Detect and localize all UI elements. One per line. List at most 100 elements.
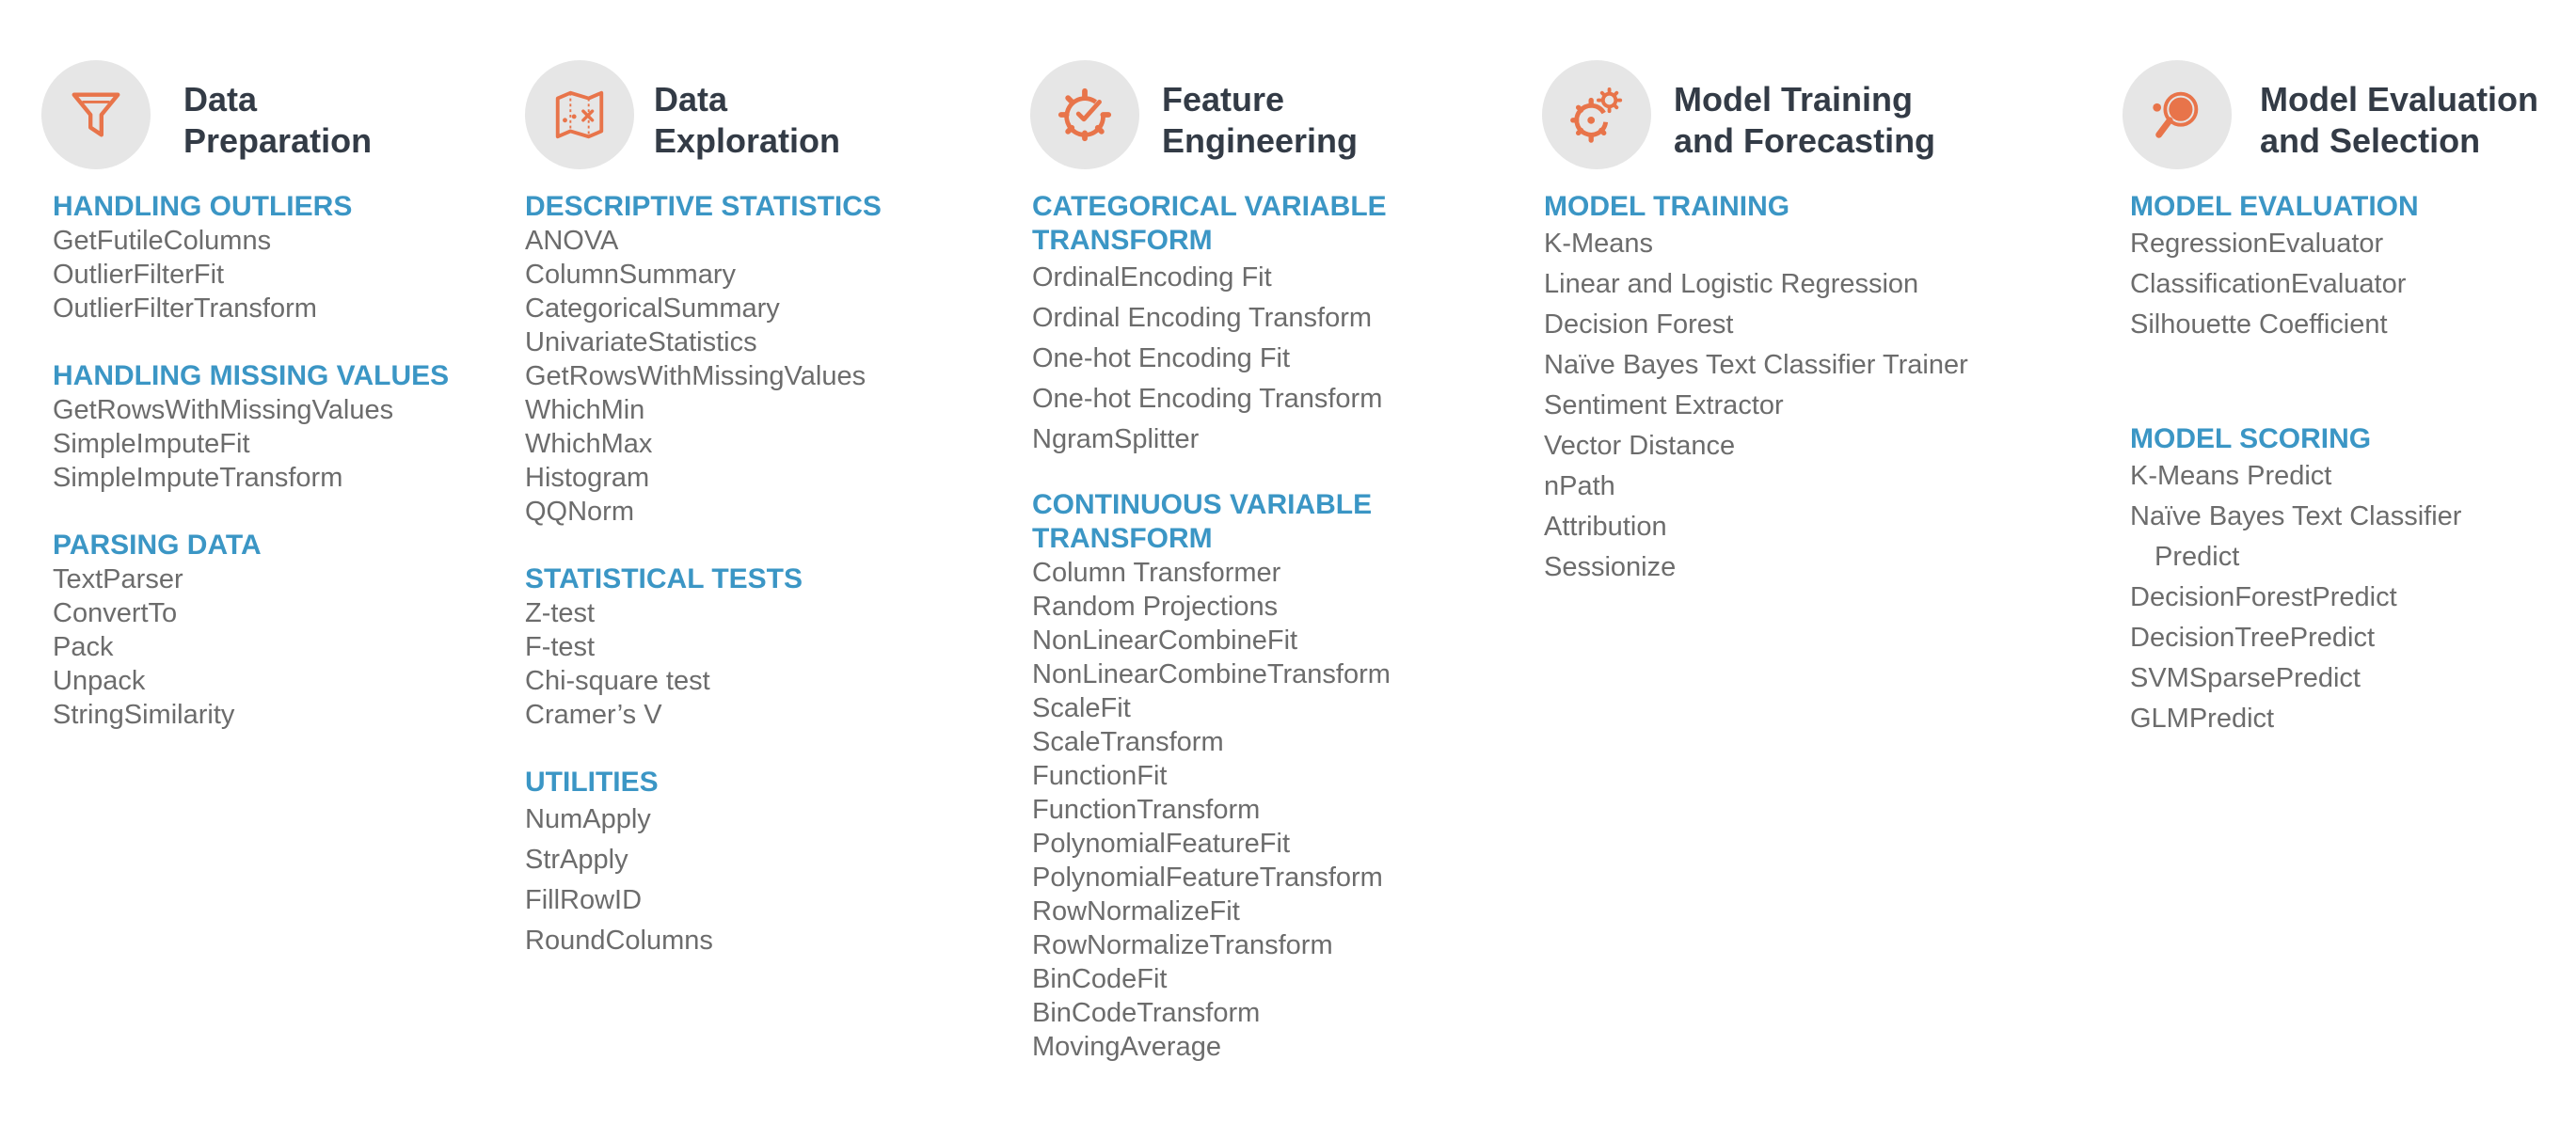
list-item: ColumnSummary — [525, 260, 736, 290]
list-item: StringSimilarity — [53, 700, 235, 730]
list-item: Z-test — [525, 598, 596, 628]
list-item: ClassificationEvaluator — [2130, 269, 2407, 299]
list-item: OutlierFilterFit — [53, 260, 225, 290]
list-item: CategoricalSummary — [525, 293, 780, 324]
section-heading: UTILITIES — [525, 767, 659, 798]
section-model-scoring: MODEL SCORING K-Means Predict Naïve Baye… — [2130, 422, 2461, 739]
section-continuous-variable-transform: CONTINUOUS VARIABLE TRANSFORM Column Tra… — [1032, 488, 1391, 1064]
list-item: One-hot Encoding Transform — [1032, 384, 1383, 414]
list-item: RowNormalizeTransform — [1032, 930, 1333, 960]
list-item: GetRowsWithMissingValues — [525, 361, 867, 391]
section-model-evaluation: MODEL EVALUATION RegressionEvaluator Cla… — [2130, 190, 2461, 345]
section-list: HANDLING OUTLIERS GetFutileColumns Outli… — [53, 190, 449, 732]
icon-badge — [525, 60, 634, 169]
section-heading: DESCRIPTIVE STATISTICS — [525, 191, 882, 222]
list-item: GLMPredict — [2130, 704, 2275, 734]
list-item: ANOVA — [525, 226, 619, 256]
title-line: Engineering — [1162, 121, 1359, 160]
list-item: SimpleImputeTransform — [53, 463, 343, 493]
list-item: Chi-square test — [525, 666, 710, 696]
list-item: OutlierFilterTransform — [53, 293, 317, 324]
list-item: FunctionTransform — [1032, 795, 1261, 825]
title-line: Exploration — [654, 121, 841, 160]
section-model-training: MODEL TRAINING K-Means Linear and Logist… — [1544, 190, 1968, 588]
funnel-icon — [72, 92, 120, 137]
list-item: UnivariateStatistics — [525, 327, 757, 357]
list-item: Predict — [2155, 542, 2240, 572]
list-item: Sessionize — [1544, 552, 1677, 582]
list-item: GetFutileColumns — [53, 226, 272, 256]
list-item: F-test — [525, 632, 596, 662]
section-descriptive-statistics: DESCRIPTIVE STATISTICS ANOVA ColumnSumma… — [525, 190, 882, 529]
title-line: Data — [183, 80, 258, 119]
section-list: MODEL EVALUATION RegressionEvaluator Cla… — [2130, 190, 2461, 739]
list-item: Decision Forest — [1544, 309, 1734, 340]
section-list: CATEGORICAL VARIABLE TRANSFORM OrdinalEn… — [1032, 190, 1391, 1064]
column-title: Data Preparation — [183, 79, 372, 162]
list-item: nPath — [1544, 471, 1615, 501]
title-line: and Forecasting — [1674, 121, 1936, 160]
list-item: DecisionForestPredict — [2130, 582, 2397, 612]
list-item: Unpack — [53, 666, 146, 696]
list-item: FunctionFit — [1032, 761, 1168, 791]
section-list: DESCRIPTIVE STATISTICS ANOVA ColumnSumma… — [525, 190, 882, 961]
list-item: Vector Distance — [1544, 431, 1736, 461]
list-item: ScaleTransform — [1032, 727, 1224, 757]
list-item: SimpleImputeFit — [53, 429, 250, 459]
list-item: Naïve Bayes Text Classifier — [2130, 501, 2462, 531]
map-icon — [555, 90, 604, 139]
list-item: PolynomialFeatureTransform — [1032, 863, 1383, 893]
list-item: BinCodeTransform — [1032, 998, 1261, 1028]
list-item: TextParser — [53, 564, 183, 594]
list-item: OrdinalEncoding Fit — [1032, 262, 1272, 293]
title-line: Data — [654, 80, 728, 119]
title-line: Model Training — [1674, 80, 1914, 119]
list-item: Histogram — [525, 463, 650, 493]
list-item: Column Transformer — [1032, 558, 1281, 588]
list-item: Ordinal Encoding Transform — [1032, 303, 1373, 333]
list-item: StrApply — [525, 845, 628, 875]
list-item: Pack — [53, 632, 114, 662]
gear-check-icon — [1057, 87, 1112, 142]
section-heading: MODEL TRAINING — [1544, 191, 1790, 222]
section-heading: MODEL SCORING — [2130, 423, 2372, 454]
section-parsing-data: PARSING DATA TextParser ConvertTo Pack U… — [53, 529, 449, 732]
list-item: Random Projections — [1032, 592, 1279, 622]
list-item: BinCodeFit — [1032, 964, 1168, 994]
list-item: PolynomialFeatureFit — [1032, 829, 1290, 859]
section-handling-missing-values: HANDLING MISSING VALUES GetRowsWithMissi… — [53, 359, 449, 495]
section-heading: MODEL EVALUATION — [2130, 191, 2419, 222]
list-item: FillRowID — [525, 885, 643, 915]
column-title: Data Exploration — [654, 79, 840, 162]
icon-badge — [2123, 60, 2232, 169]
section-heading: HANDLING OUTLIERS — [53, 191, 353, 222]
list-item: K-Means Predict — [2130, 461, 2332, 491]
list-item: RoundColumns — [525, 926, 713, 956]
gears-icon — [1570, 87, 1623, 143]
list-item: One-hot Encoding Fit — [1032, 343, 1291, 373]
magnifier-icon — [2153, 91, 2199, 138]
section-heading: CONTINUOUS VARIABLE TRANSFORM — [1032, 489, 1373, 554]
column-title: Model Evaluation and Selection — [2260, 79, 2538, 162]
list-item: RowNormalizeFit — [1032, 896, 1240, 926]
list-item: MovingAverage — [1032, 1032, 1221, 1062]
list-item: Cramer’s V — [525, 700, 662, 730]
list-item: NonLinearCombineTransform — [1032, 659, 1391, 689]
section-utilities: UTILITIES NumApply StrApply FillRowID Ro… — [525, 766, 882, 961]
list-item: NumApply — [525, 804, 651, 834]
icon-badge — [41, 60, 151, 169]
list-item: ScaleFit — [1032, 693, 1131, 723]
list-item: QQNorm — [525, 497, 634, 527]
list-item: K-Means — [1544, 229, 1654, 259]
section-heading: PARSING DATA — [53, 530, 262, 561]
list-item: Silhouette Coefficient — [2130, 309, 2388, 340]
title-line: Model Evaluation — [2260, 80, 2539, 119]
section-handling-outliers: HANDLING OUTLIERS GetFutileColumns Outli… — [53, 190, 449, 325]
column-title: Model Training and Forecasting — [1674, 79, 1935, 162]
list-item: ConvertTo — [53, 598, 178, 628]
list-item: RegressionEvaluator — [2130, 229, 2384, 259]
title-line: Preparation — [183, 121, 373, 160]
section-list: MODEL TRAINING K-Means Linear and Logist… — [1544, 190, 1968, 588]
icon-badge — [1030, 60, 1139, 169]
section-heading: HANDLING MISSING VALUES — [53, 360, 450, 391]
